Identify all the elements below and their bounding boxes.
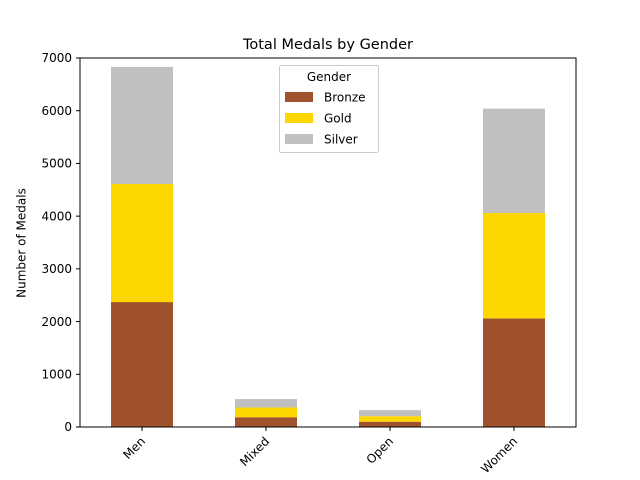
legend: Gender Bronze Gold Silver: [279, 65, 379, 153]
x-tick-label-men: Men: [120, 434, 148, 462]
x-tick-label-women: Women: [478, 434, 520, 476]
y-tick-label: 4000: [41, 209, 72, 223]
bar-women-bronze: [483, 318, 545, 427]
bar-open-gold: [359, 416, 421, 422]
bar-men-silver: [111, 66, 173, 184]
legend-frame: [279, 65, 379, 153]
bar-women-gold: [483, 212, 545, 319]
bar-open-silver: [359, 410, 421, 417]
legend-label-bronze: Bronze: [324, 91, 366, 105]
y-tick-label: 5000: [41, 157, 72, 171]
chart-title: Total Medals by Gender: [242, 37, 413, 53]
bar-women-silver: [483, 108, 545, 213]
legend-swatch-gold: [285, 113, 313, 123]
x-tick-label-mixed: Mixed: [237, 434, 272, 469]
bar-open-bronze: [359, 421, 421, 427]
bars-layer: [111, 66, 545, 427]
x-tick-label-open: Open: [364, 434, 397, 467]
bar-mixed-bronze: [235, 417, 297, 427]
bar-mixed-silver: [235, 399, 297, 408]
y-axis-label: Number of Medals: [15, 188, 29, 298]
y-tick-label: 7000: [41, 51, 72, 65]
legend-swatch-bronze: [285, 92, 313, 102]
y-tick-label: 0: [64, 420, 72, 434]
y-tick-label: 1000: [41, 367, 72, 381]
legend-label-gold: Gold: [324, 112, 352, 126]
bar-men-gold: [111, 183, 173, 303]
y-tick-label: 6000: [41, 104, 72, 118]
plot-frame: [79, 57, 577, 428]
y-tick-label: 2000: [41, 315, 72, 329]
bar-men-bronze: [111, 302, 173, 427]
y-tick-label: 3000: [41, 262, 72, 276]
legend-title: Gender: [307, 70, 351, 84]
bar-mixed-gold: [235, 407, 297, 418]
legend-label-silver: Silver: [324, 133, 358, 147]
legend-swatch-silver: [285, 134, 313, 144]
